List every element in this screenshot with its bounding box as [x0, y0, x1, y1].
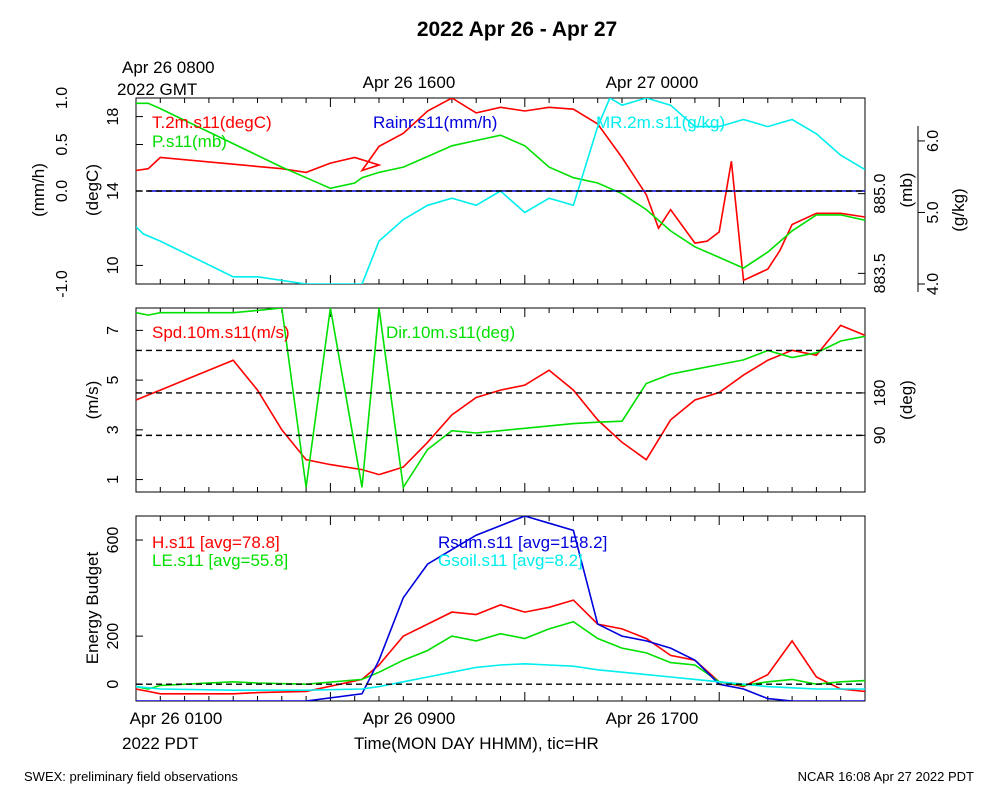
energy-axis-tick-label: 0	[105, 680, 122, 689]
legend-pressure: P.s11(mb)	[152, 132, 227, 151]
direction-axis-tick-label: 90	[872, 426, 889, 444]
pres-axis-label: (mb)	[897, 173, 916, 208]
series-line-le	[136, 620, 865, 690]
legend-net-radiation: Rsum.s11 [avg=158.2]	[438, 533, 607, 552]
footer-right-note: NCAR 16:08 Apr 27 2022 PDT	[798, 769, 974, 784]
bottom-tick-label-1: Apr 26 0100	[130, 709, 223, 728]
rain-axis-tick-label: -1.0	[54, 270, 71, 298]
series-line-spd	[136, 324, 865, 476]
top-gmt-year: 2022 GMT	[117, 80, 197, 99]
series-line-h	[136, 599, 865, 695]
series-group	[136, 324, 865, 476]
footer-left-note: SWEX: preliminary field observations	[24, 769, 238, 784]
speed-axis-tick-label: 3	[105, 425, 122, 434]
series-group	[136, 620, 865, 690]
mr-axis-label: (g/kg)	[949, 188, 968, 231]
energy-axis-tick-label: 600	[105, 527, 122, 554]
series-line-t	[136, 98, 865, 282]
top-tick-label-2: Apr 27 0000	[606, 73, 699, 92]
speed-axis-tick-label: 5	[105, 376, 122, 385]
direction-axis-tick-label: 180	[872, 379, 889, 406]
top-gmt-date: Apr 26 0800	[122, 58, 215, 77]
mr-axis-tick-label: 6.0	[925, 130, 942, 152]
series-line-rsum	[136, 516, 865, 701]
bottom-pdt-year: 2022 PDT	[122, 734, 199, 753]
temp-axis-tick-label: 14	[105, 182, 122, 200]
legend-soil-heat: Gsoil.s11 [avg=8.2]	[438, 551, 583, 570]
energy-axis-tick-label: 200	[105, 623, 122, 650]
energy-axis-label: Energy Budget	[83, 551, 102, 664]
mr-axis-tick-label: 4.0	[925, 273, 942, 295]
legend-temperature: T.2m.s11(degC)	[152, 113, 272, 132]
series-group	[136, 599, 865, 695]
direction-axis-label: (deg)	[897, 380, 916, 420]
legend-sensible-heat: H.s11 [avg=78.8]	[152, 533, 280, 552]
series-group	[136, 516, 865, 701]
series-line-p	[136, 102, 865, 270]
speed-axis-tick-label: 1	[105, 475, 122, 484]
series-line-dir	[136, 308, 865, 490]
series-group	[136, 98, 865, 284]
series-group	[136, 102, 865, 270]
bottom-tick-label-3: Apr 26 1700	[606, 709, 699, 728]
legend-mixing-ratio: MR.2m.s11(g/kg)	[596, 113, 725, 132]
x-axis-label: Time(MON DAY HHMM), tic=HR	[354, 734, 599, 753]
speed-axis-label: (m/s)	[83, 381, 102, 420]
pres-axis-tick-label: 885.0	[872, 174, 889, 214]
temp-axis-tick-label: 10	[105, 256, 122, 274]
pres-axis-tick-label: 883.5	[872, 253, 889, 293]
rain-axis-tick-label: 0.5	[54, 133, 71, 155]
bottom-tick-label-2: Apr 26 0900	[363, 709, 456, 728]
mr-axis-tick-label: 5.0	[925, 201, 942, 223]
temp-axis-tick-label: 18	[105, 108, 122, 126]
series-group	[136, 98, 865, 282]
rain-axis-tick-label: 0.0	[54, 180, 71, 202]
series-group	[136, 308, 865, 490]
chart-title: 2022 Apr 26 - Apr 27	[417, 18, 617, 41]
top-tick-label-1: Apr 26 1600	[363, 73, 456, 92]
legend-latent-heat: LE.s11 [avg=55.8]	[152, 551, 288, 570]
legend-wind-direction: Dir.10m.s11(deg)	[386, 323, 515, 342]
series-line-mr	[136, 98, 865, 284]
series-group	[136, 662, 865, 692]
rain-axis-label: (mm/h)	[29, 163, 48, 217]
rain-axis-tick-label: 1.0	[54, 87, 71, 109]
legend-wind-speed: Spd.10m.s11(m/s)	[152, 323, 290, 342]
series-line-gsoil	[136, 662, 865, 692]
speed-axis-tick-label: 7	[105, 326, 122, 335]
temp-axis-label: (degC)	[83, 164, 102, 216]
legend-rain-rate: Rainr.s11(mm/h)	[373, 113, 497, 132]
